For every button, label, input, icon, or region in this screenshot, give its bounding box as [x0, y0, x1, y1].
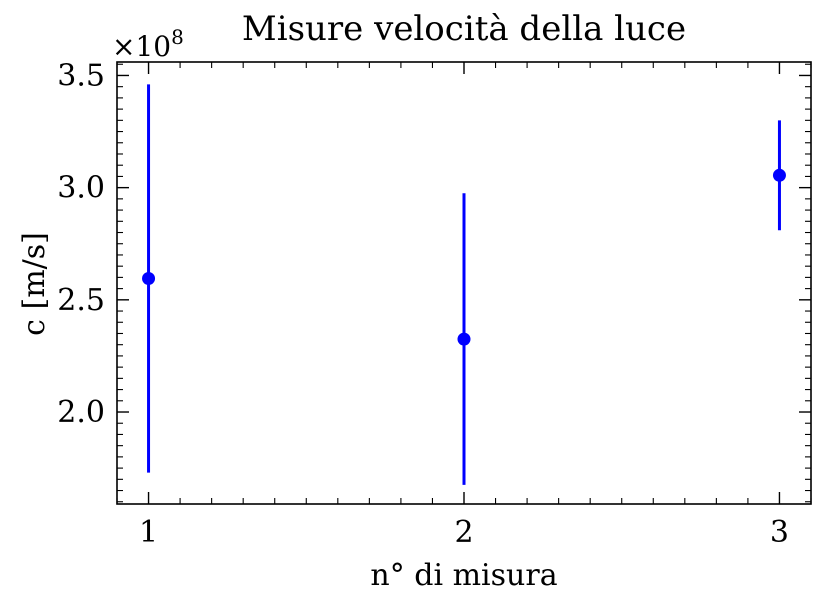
y-offset-exponent: 8 [171, 25, 184, 49]
x-axis-label: n° di misura [370, 558, 557, 593]
chart-title: Misure velocità della luce [242, 9, 686, 49]
axis-ticks [116, 62, 812, 504]
data-marks [142, 84, 786, 485]
y-tick-label: 3.0 [57, 171, 105, 206]
y-tick-label: 3.5 [57, 58, 105, 93]
y-offset-label: ×108 [112, 25, 184, 63]
data-point [772, 168, 786, 182]
x-tick-label: 3 [770, 515, 789, 550]
data-point [142, 272, 156, 286]
y-offset-base: ×10 [112, 30, 171, 63]
y-tick-label: 2.5 [57, 283, 105, 318]
x-tick-label: 2 [454, 515, 473, 550]
axis-tick-labels: 1 2 3 2.0 2.5 3.0 3.5 [57, 58, 789, 550]
data-point [457, 332, 471, 346]
x-tick-label: 1 [139, 515, 158, 550]
y-axis-label: c [m/s] [17, 232, 52, 336]
y-tick-label: 2.0 [57, 395, 105, 430]
